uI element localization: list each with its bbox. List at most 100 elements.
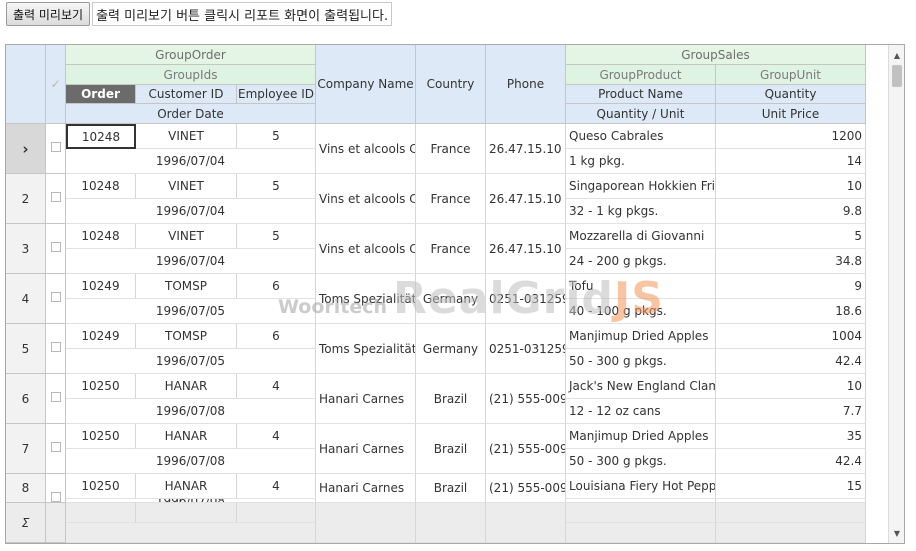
header-employee-id[interactable]: Employee ID [237,85,316,104]
cell-product-name[interactable]: Louisiana Fiery Hot Pepper [566,474,716,499]
cell-order-date[interactable]: 1996/07/04 [66,149,316,174]
cell-customer-id[interactable]: TOMSP [136,274,237,299]
header-customer-id[interactable]: Customer ID [136,85,237,104]
row-indicator[interactable]: 3 [6,224,46,274]
cell-order[interactable]: 10248 [66,224,136,249]
cell-order-date[interactable]: 1996/07/05 [66,299,316,324]
cell-employee-id[interactable]: 4 [237,374,316,399]
cell-order-date[interactable]: 1996/07/08 [66,399,316,424]
cell-country[interactable]: Brazil [416,374,486,424]
cell-quantity[interactable]: 10 [716,374,866,399]
scroll-up-icon[interactable]: ▲ [893,50,901,60]
cell-employee-id[interactable]: 4 [237,474,316,499]
header-order[interactable]: Order [66,85,136,104]
cell-product-name[interactable]: Manjimup Dried Apples [566,324,716,349]
cell-phone[interactable]: 0251-031259 [486,274,566,324]
cell-quantity-unit[interactable]: 24 - 200 g pkgs. [566,249,716,274]
row-check-cell[interactable] [46,274,66,324]
cell-order[interactable]: 10250 [66,474,136,499]
vertical-scrollbar[interactable]: ▲ ▼ [888,45,904,543]
cell-phone[interactable]: 26.47.15.10 [486,124,566,174]
cell-company-name[interactable]: Hanari Carnes [316,474,416,503]
cell-company-name[interactable]: Toms Spezialitäten [316,274,416,324]
row-checkbox[interactable] [51,392,61,402]
cell-phone[interactable]: (21) 555-0091 [486,474,566,503]
row-check-cell[interactable] [46,424,66,474]
row-indicator[interactable]: 4 [6,274,46,324]
cell-country[interactable]: Germany [416,274,486,324]
cell-quantity-unit[interactable]: 50 - 300 g pkgs. [566,349,716,374]
cell-order[interactable]: 10250 [66,374,136,399]
cell-order-date[interactable]: 1996/07/04 [66,249,316,274]
row-checkbox[interactable] [51,492,61,502]
check-all-header[interactable]: ✓ [46,45,66,124]
row-check-cell[interactable] [46,474,66,503]
cell-employee-id[interactable]: 6 [237,274,316,299]
cell-company-name[interactable]: Hanari Carnes [316,374,416,424]
scroll-down-icon[interactable]: ▼ [893,528,901,538]
header-unit-price[interactable]: Unit Price [716,104,866,124]
cell-phone[interactable]: (21) 555-0091 [486,424,566,474]
cell-unit-price[interactable]: 14 [716,149,866,174]
cell-employee-id[interactable]: 4 [237,424,316,449]
cell-country[interactable]: France [416,124,486,174]
row-check-cell[interactable] [46,374,66,424]
row-check-cell[interactable] [46,324,66,374]
cell-country[interactable]: Brazil [416,474,486,503]
cell-company-name[interactable]: Vins et alcools Chevalier [316,174,416,224]
cell-product-name[interactable]: Mozzarella di Giovanni [566,224,716,249]
cell-country[interactable]: Germany [416,324,486,374]
cell-phone[interactable]: 26.47.15.10 [486,224,566,274]
cell-unit-price[interactable]: 9.8 [716,199,866,224]
header-order-date[interactable]: Order Date [66,104,316,124]
cell-company-name[interactable]: Hanari Carnes [316,424,416,474]
cell-product-name[interactable]: Queso Cabrales [566,124,716,149]
cell-order-date[interactable]: 1996/07/08 [66,499,316,503]
row-indicator[interactable]: 2 [6,174,46,224]
cell-product-name[interactable]: Manjimup Dried Apples [566,424,716,449]
cell-company-name[interactable]: Vins et alcools Chevalier [316,224,416,274]
row-check-cell[interactable] [46,124,66,174]
cell-product-name[interactable]: Tofu [566,274,716,299]
cell-unit-price[interactable]: 18.6 [716,299,866,324]
cell-quantity-unit[interactable]: 40 - 100 g pkgs. [566,299,716,324]
scroll-thumb[interactable] [892,65,902,87]
cell-customer-id[interactable]: VINET [136,224,237,249]
row-indicator[interactable]: › [6,124,46,174]
cell-order[interactable]: 10250 [66,424,136,449]
cell-quantity-unit[interactable] [566,499,716,503]
cell-quantity-unit[interactable]: 12 - 12 oz cans [566,399,716,424]
print-preview-button[interactable]: 출력 미리보기 [6,2,91,26]
row-indicator[interactable]: 7 [6,424,46,474]
cell-quantity[interactable]: 1004 [716,324,866,349]
header-quantity[interactable]: Quantity [716,85,866,104]
row-check-cell[interactable] [46,174,66,224]
cell-quantity-unit[interactable]: 1 kg pkg. [566,149,716,174]
row-indicator[interactable]: 5 [6,324,46,374]
row-indicator[interactable]: 6 [6,374,46,424]
cell-employee-id[interactable]: 5 [237,224,316,249]
row-check-cell[interactable] [46,224,66,274]
cell-country[interactable]: France [416,224,486,274]
cell-order-date[interactable]: 1996/07/04 [66,199,316,224]
cell-quantity[interactable]: 1200 [716,124,866,149]
cell-order-date[interactable]: 1996/07/05 [66,349,316,374]
cell-employee-id[interactable]: 5 [237,124,316,149]
row-checkbox[interactable] [51,442,61,452]
cell-product-name[interactable]: Singaporean Hokkien Fried [566,174,716,199]
cell-employee-id[interactable]: 5 [237,174,316,199]
cell-phone[interactable]: 26.47.15.10 [486,174,566,224]
data-grid[interactable]: ✓ GroupOrder GroupIds Order Customer ID … [5,44,905,544]
cell-unit-price[interactable]: 34.8 [716,249,866,274]
row-checkbox[interactable] [51,292,61,302]
row-checkbox[interactable] [51,242,61,252]
cell-unit-price[interactable]: 42.4 [716,349,866,374]
cell-company-name[interactable]: Vins et alcools Chevalier [316,124,416,174]
row-checkbox[interactable] [51,142,61,152]
cell-phone[interactable]: (21) 555-0091 [486,374,566,424]
cell-customer-id[interactable]: VINET [136,124,237,149]
header-product-name[interactable]: Product Name [566,85,716,104]
cell-customer-id[interactable]: HANAR [136,424,237,449]
cell-unit-price[interactable]: 7.7 [716,399,866,424]
cell-quantity-unit[interactable]: 32 - 1 kg pkgs. [566,199,716,224]
